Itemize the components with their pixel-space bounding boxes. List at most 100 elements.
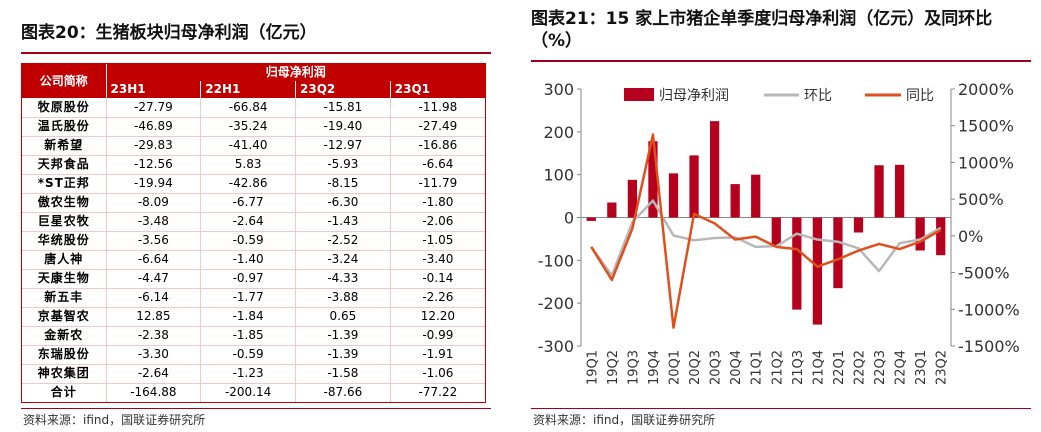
profit-value: -46.89 — [105, 117, 201, 137]
profit-value: -2.64 — [200, 212, 296, 232]
profit-value: -6.14 — [105, 288, 201, 308]
left-tick-label: -100 — [538, 251, 574, 270]
profit-bar — [936, 217, 946, 256]
profit-bar — [874, 165, 884, 218]
table-row: 金新农 -2.38 -1.85 -1.39 -0.99 — [22, 326, 485, 346]
profit-value: -12.56 — [105, 155, 201, 175]
company-name: 华统股份 — [22, 231, 106, 251]
profit-bar — [894, 164, 905, 218]
table-row: 巨星农牧 -3.48 -2.64 -1.43 -2.06 — [22, 212, 485, 232]
profit-value: -2.52 — [295, 231, 391, 251]
profit-value: -1.40 — [200, 250, 296, 270]
company-name: 东瑞股份 — [22, 345, 106, 365]
profit-value: -3.30 — [105, 345, 201, 365]
left-tick-label: 0 — [564, 209, 574, 228]
period-header: 23Q1 — [389, 81, 485, 98]
profit-bar — [607, 202, 617, 218]
company-name: 牧原股份 — [22, 98, 106, 118]
profit-value: -3.56 — [105, 231, 201, 251]
profit-value: -41.40 — [200, 136, 296, 156]
profit-value: -0.59 — [200, 231, 296, 251]
profit-value: -8.15 — [295, 174, 391, 194]
table-row: *ST正邦 -19.94 -42.86 -8.15 -11.79 — [22, 174, 485, 194]
profit-value: 12.85 — [105, 307, 201, 327]
profit-value: -6.30 — [295, 193, 391, 213]
left-tick-label: 100 — [543, 166, 574, 185]
period-header: 23H1 — [105, 81, 201, 98]
right-tick-label: 0% — [958, 227, 983, 246]
table-body: 牧原股份 -27.79 -66.84 -15.81 -11.98 温氏股份 -46.89 -3… — [22, 98, 485, 402]
profit-value: -1.85 — [200, 326, 296, 346]
table-row: 天康生物 -4.47 -0.97 -4.33 -0.14 — [22, 269, 485, 289]
profit-value: -4.33 — [295, 269, 391, 289]
legend-label-qoq: 环比 — [804, 88, 832, 104]
profit-bar — [689, 155, 699, 218]
profit-table-grid: 公司简称 归母净利润 23H1 22H1 23Q2 23Q1 牧原股份 -27.79 -6… — [22, 64, 485, 402]
profit-bar — [853, 217, 864, 233]
x-tick-label: 21Q2 — [770, 350, 785, 385]
profit-bar — [812, 217, 823, 325]
profit-value: -87.66 — [295, 383, 391, 402]
legend-swatch-profit — [624, 88, 654, 101]
group-header: 归母净利润 — [106, 64, 485, 81]
profit-value: -1.84 — [200, 307, 296, 327]
right-title-rule — [531, 60, 1031, 62]
company-name: 傲农生物 — [22, 193, 106, 213]
profit-value: -1.06 — [389, 364, 485, 384]
profit-bar — [668, 173, 679, 218]
x-tick-label: 20Q4 — [729, 350, 744, 385]
profit-value: -6.64 — [105, 250, 201, 270]
profit-value: -11.79 — [389, 174, 485, 194]
company-name: 天邦食品 — [22, 155, 106, 175]
profit-value: -27.79 — [105, 98, 201, 118]
table-row: 牧原股份 -27.79 -66.84 -15.81 -11.98 — [22, 98, 485, 118]
profit-value: -27.49 — [389, 117, 485, 137]
profit-bar — [751, 174, 761, 218]
right-panel-title: 图表21：15 家上市猪企单季度归母净利润（亿元）及同环比（%） — [531, 9, 993, 51]
right-tick-label: 1000% — [958, 153, 1014, 172]
x-tick-label: 22Q4 — [894, 350, 909, 385]
profit-value: -8.09 — [105, 193, 201, 213]
profit-value: -5.93 — [295, 155, 391, 175]
profit-value: -1.23 — [200, 364, 296, 384]
right-tick-label: -1000% — [958, 300, 1020, 319]
profit-value: -2.06 — [389, 212, 485, 232]
yoy-line — [590, 133, 942, 329]
profit-value: 12.20 — [389, 307, 485, 327]
profit-bar — [709, 121, 720, 218]
profit-value: -29.83 — [105, 136, 201, 156]
qoq-line — [590, 199, 942, 277]
profit-value: -19.40 — [295, 117, 391, 137]
legend-label-yoy: 同比 — [906, 88, 934, 104]
profit-value: -19.94 — [105, 174, 201, 194]
x-tick-label: 19Q3 — [626, 350, 641, 385]
company-header: 公司简称 — [22, 64, 107, 98]
profit-value: -1.80 — [389, 193, 485, 213]
profit-value: -12.97 — [295, 136, 391, 156]
profit-value: -3.24 — [295, 250, 391, 270]
company-name: 京基智农 — [22, 307, 106, 327]
profit-value: -1.39 — [295, 326, 391, 346]
left-source-note: 资料来源：ifind，国联证券研究所 — [23, 413, 206, 427]
table-row: 东瑞股份 -3.30 -0.59 -1.39 -1.91 — [22, 345, 485, 365]
profit-value: -1.39 — [295, 345, 391, 365]
profit-bar — [833, 217, 843, 289]
profit-value: -3.88 — [295, 288, 391, 308]
table-row: 华统股份 -3.56 -0.59 -2.52 -1.05 — [22, 231, 485, 251]
period-header-row: 23H1 22H1 23Q2 23Q1 — [22, 81, 485, 98]
left-bottom-rule — [21, 408, 491, 409]
profit-value: -42.86 — [200, 174, 296, 194]
table-row: 新五丰 -6.14 -1.77 -3.88 -2.26 — [22, 288, 485, 308]
period-header: 22H1 — [200, 81, 296, 98]
x-tick-label: 22Q3 — [873, 350, 888, 385]
profit-value: -1.58 — [295, 364, 391, 384]
x-tick-label: 22Q1 — [832, 350, 847, 385]
left-tick-label: -300 — [538, 337, 574, 356]
profit-value: -1.43 — [295, 212, 391, 232]
profit-value: 0.65 — [295, 307, 391, 327]
profit-value: -164.88 — [105, 383, 201, 402]
right-source-note: 资料来源：ifind，国联证券研究所 — [533, 413, 716, 427]
company-name: 新五丰 — [22, 288, 106, 308]
right-tick-label: 500% — [958, 190, 1004, 209]
x-tick-label: 20Q3 — [709, 350, 724, 385]
